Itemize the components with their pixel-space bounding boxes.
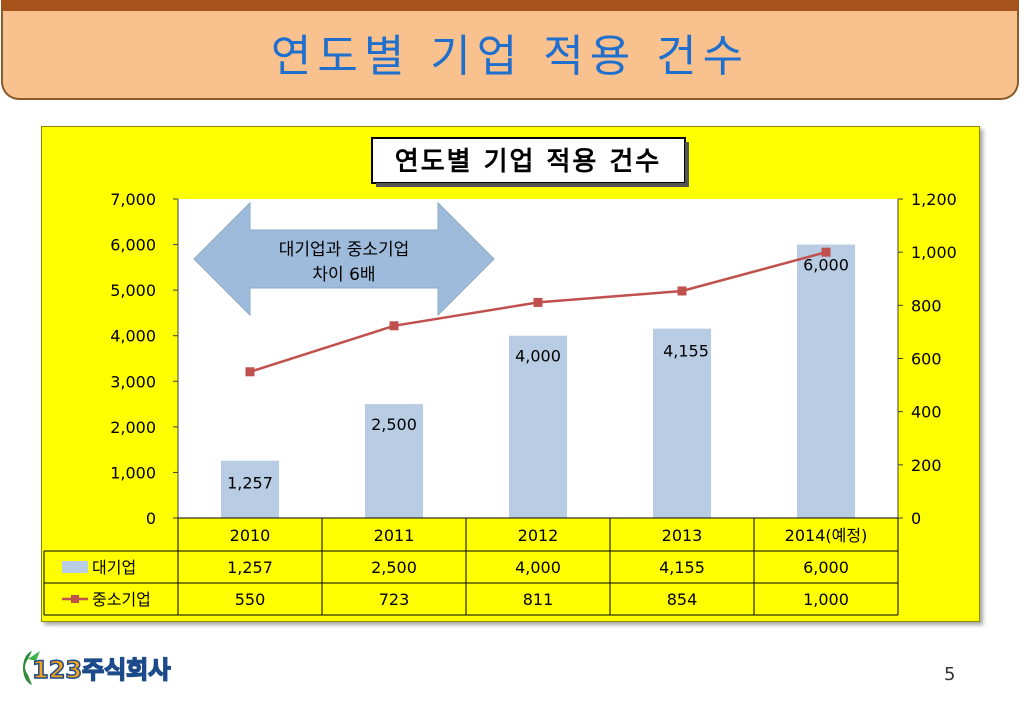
combo-chart: 연도별 기업 적용 건수 0 1,000 2,000 3,000 4,000 5,000 6,… [43, 137, 957, 616]
right-tick-label: 0 [911, 509, 921, 528]
chart-title: 연도별 기업 적용 건수 [395, 147, 661, 177]
bar-data-label: 4,000 [515, 347, 561, 366]
table-category-label: 2011 [374, 526, 415, 545]
svg-text:123주식회사: 123주식회사 [32, 656, 170, 684]
chart-title-box [371, 137, 686, 184]
bar-2014(예정) [797, 244, 855, 519]
left-tick-label: 7,000 [110, 190, 156, 209]
table-category-label: 2013 [662, 526, 703, 545]
bar-data-label: 2,500 [371, 415, 417, 434]
bar-data-label: 1,257 [227, 474, 273, 493]
table-cell-line-value: 550 [235, 590, 266, 609]
table-cell-line-value: 854 [667, 590, 698, 609]
table-category-label: 2012 [518, 526, 559, 545]
slide-title-bar: 연도별 기업 적용 건수 [1, 0, 1019, 100]
legend-label-bar: 대기업 [92, 558, 136, 577]
annotation-double-arrow [193, 201, 495, 317]
table-cell-bar-value: 4,000 [515, 558, 561, 577]
chart-title-shadow [685, 142, 689, 187]
line-point-2014(예정) [821, 247, 831, 257]
right-tick-label: 1,000 [911, 243, 957, 262]
right-tick-label: 1,200 [911, 190, 957, 209]
bar-2011 [365, 404, 423, 518]
legend-label-line: 중소기업 [92, 590, 151, 609]
line-point-2012 [533, 297, 543, 307]
table-cell-line-value: 811 [523, 590, 554, 609]
left-tick-label: 4,000 [110, 327, 156, 346]
slide-title: 연도별 기업 적용 건수 [270, 30, 750, 82]
bar-2013 [653, 328, 711, 518]
table-cell-bar-value: 6,000 [803, 558, 849, 577]
bar-data-label: 4,155 [663, 342, 709, 361]
left-tick-label: 1,000 [110, 463, 156, 482]
left-tick-label: 3,000 [110, 372, 156, 391]
table-cell-bar-value: 1,257 [227, 558, 273, 577]
chart-frame: 연도별 기업 적용 건수 0 1,000 2,000 3,000 4,000 5,000 6,… [41, 126, 980, 622]
annotation-text-line2: 차이 6배 [312, 265, 375, 285]
logo-mark-icon: 123주식회사 [23, 651, 171, 685]
table-category-label: 2010 [230, 526, 271, 545]
table-cell-line-value: 1,000 [803, 590, 849, 609]
line-point-2011 [389, 321, 399, 331]
table-category-label: 2014(예정) [785, 526, 868, 545]
line-point-2013 [677, 286, 687, 296]
right-tick-label: 800 [911, 296, 942, 315]
table-cell-line-value: 723 [379, 590, 410, 609]
chart-title-shadow-bottom [376, 183, 689, 187]
bar-data-label: 6,000 [803, 256, 849, 275]
left-tick-label: 0 [146, 509, 156, 528]
legend-key-bar [62, 561, 88, 573]
bar-2010 [221, 460, 279, 518]
company-logo: 123주식회사 [18, 645, 208, 691]
page-number: 5 [944, 664, 956, 685]
annotation-text-line1: 대기업과 중소기업 [279, 240, 410, 260]
right-tick-label: 200 [911, 456, 942, 475]
right-tick-label: 400 [911, 403, 942, 422]
table-cell-bar-value: 4,155 [659, 558, 705, 577]
left-tick-label: 5,000 [110, 281, 156, 300]
right-tick-label: 600 [911, 350, 942, 369]
left-tick-label: 2,000 [110, 418, 156, 437]
legend-key-marker [71, 595, 79, 603]
bar-2012 [509, 335, 567, 518]
left-tick-label: 6,000 [110, 236, 156, 255]
line-point-2010 [245, 367, 255, 377]
table-cell-bar-value: 2,500 [371, 558, 417, 577]
